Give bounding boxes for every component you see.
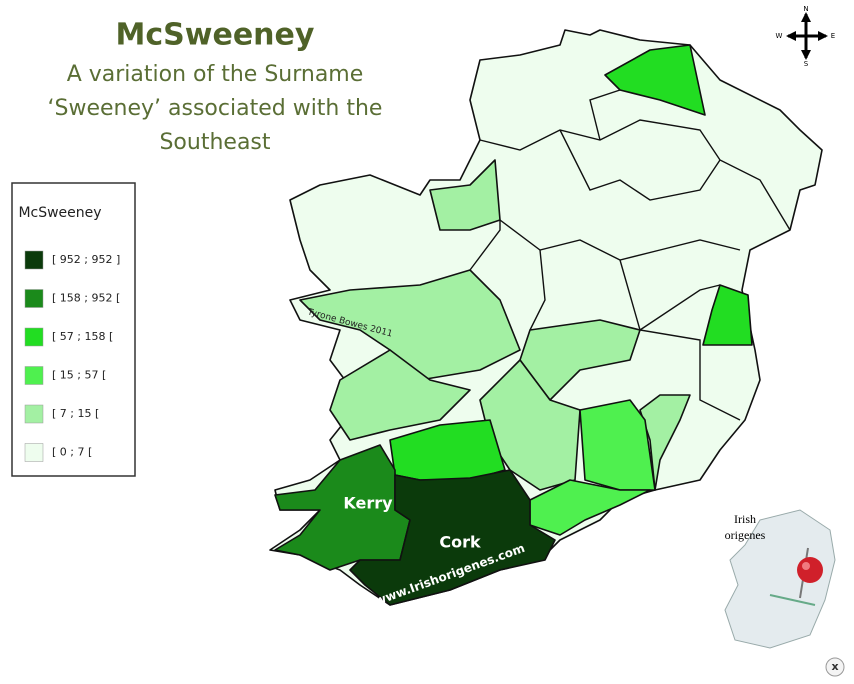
county (702, 284, 753, 346)
legend-swatch (24, 366, 44, 385)
legend-swatch (24, 289, 44, 308)
inset-title: Irish (734, 512, 756, 526)
county (349, 469, 556, 606)
legend-title: McSweeney (18, 205, 101, 221)
county-label: Kerry (343, 494, 393, 513)
county-label: Cork (439, 533, 481, 552)
legend-label: [ 0 ; 7 [ (52, 446, 92, 459)
legend-label: [ 7 ; 15 [ (52, 407, 99, 420)
title: McSweeney (116, 18, 315, 53)
county (579, 399, 656, 491)
compass-label: E (831, 32, 835, 40)
legend-swatch (24, 404, 44, 424)
compass-label: W (776, 32, 783, 40)
inset-logo: Irish origenes (724, 509, 836, 649)
compass-label: N (803, 5, 808, 13)
legend-swatch (24, 443, 44, 462)
legend-label: [ 57 ; 158 [ (52, 330, 113, 343)
compass-label: S (804, 60, 809, 68)
compass: N E S W (776, 5, 836, 68)
legend-label: [ 15 ; 57 [ (52, 369, 106, 382)
subtitle-line: A variation of the Surname (67, 62, 364, 87)
close-button[interactable]: x (825, 657, 845, 677)
legend-swatch (24, 327, 44, 347)
legend-label: [ 952 ; 952 ] (52, 253, 120, 266)
county (429, 159, 501, 231)
legend-items: [ 952 ; 952 ] [ 158 ; 952 [ [ 57 ; 158 [ [ … (24, 250, 120, 462)
inset-title: origenes (725, 528, 766, 542)
county-map (269, 29, 823, 606)
county (529, 479, 651, 536)
legend-label: [ 158 ; 952 [ (52, 292, 120, 305)
subtitle-line: Southeast (159, 130, 270, 155)
county (604, 44, 706, 116)
county (299, 269, 521, 381)
county (639, 394, 691, 491)
legend-swatch (24, 250, 44, 270)
subtitle-line: ‘Sweeney’ associated with the (48, 96, 383, 121)
close-label[interactable]: x (831, 660, 838, 673)
county (329, 349, 471, 441)
